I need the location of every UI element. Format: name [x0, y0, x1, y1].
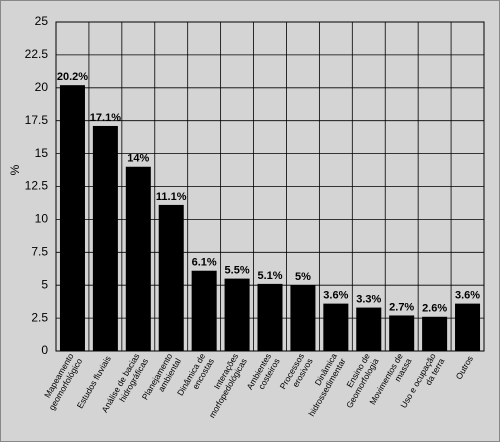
data-label: 3.3%	[356, 293, 381, 305]
y-axis-label: %	[8, 164, 22, 175]
x-tick-label: Ambientescosteiros	[245, 352, 282, 397]
data-label: 6.1%	[192, 257, 217, 269]
y-tick-label: 17.5	[25, 113, 49, 127]
bar	[191, 270, 217, 351]
x-tick-label: Processoserosivos	[278, 352, 315, 396]
data-label: 5%	[295, 271, 311, 283]
data-label: 3.6%	[455, 290, 480, 302]
bar	[257, 283, 283, 351]
x-tick-label: Dinâmica deencostas	[175, 351, 216, 402]
x-tick-label: Outros	[454, 354, 475, 381]
data-label: 5.1%	[257, 270, 282, 282]
bar	[158, 204, 184, 351]
bar	[290, 285, 316, 351]
y-tick-label: 7.5	[31, 244, 48, 258]
bar	[224, 278, 250, 351]
bar	[422, 316, 448, 351]
y-tick-label: 5	[41, 277, 48, 291]
y-tick-label: 25	[35, 14, 49, 28]
y-tick-label: 15	[35, 146, 49, 160]
data-label: 14%	[127, 153, 149, 165]
data-label: 5.5%	[225, 265, 250, 277]
data-label: 2.6%	[422, 303, 447, 315]
bar	[323, 303, 349, 351]
y-tick-label: 10	[35, 212, 49, 226]
y-tick-label: 20	[35, 80, 49, 94]
bar	[92, 125, 118, 352]
bar	[455, 303, 481, 351]
data-label: 11.1%	[156, 191, 187, 203]
bar	[356, 307, 382, 351]
y-tick-label: 0	[41, 343, 48, 357]
data-label: 2.7%	[389, 301, 414, 313]
bar	[125, 166, 151, 351]
data-label: 17.1%	[90, 112, 121, 124]
bar	[59, 85, 85, 351]
y-tick-label: 22.5	[25, 47, 49, 61]
y-tick-label: 12.5	[25, 179, 49, 193]
y-tick-label: 2.5	[31, 310, 48, 324]
data-label: 3.6%	[323, 290, 348, 302]
bar	[389, 315, 415, 351]
data-label: 20.2%	[57, 71, 88, 83]
